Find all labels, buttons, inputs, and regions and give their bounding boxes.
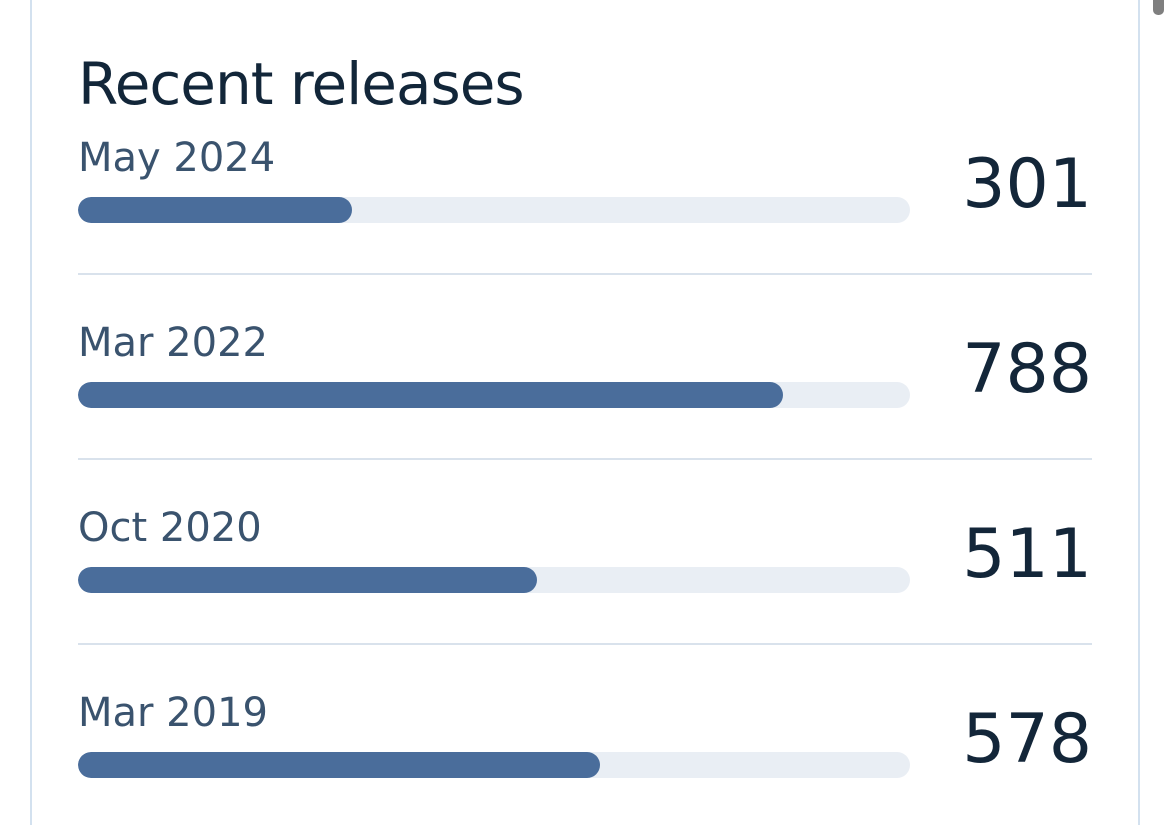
- progress-bar-track: [78, 381, 910, 408]
- scrollbar-thumb[interactable]: [1153, 0, 1164, 15]
- release-count: 301: [962, 145, 1092, 225]
- progress-bar-fill: [78, 381, 783, 408]
- card-title: Recent releases: [78, 50, 525, 118]
- progress-bar-track: [78, 566, 910, 593]
- release-date-label: Mar 2022: [78, 319, 268, 366]
- vertical-scrollbar[interactable]: [1153, 0, 1170, 825]
- release-date-label: Mar 2019: [78, 689, 268, 736]
- release-date-label: Oct 2020: [78, 504, 262, 551]
- release-date-label: May 2024: [78, 134, 276, 181]
- release-row-mar-2022: Mar 2022 788: [78, 275, 1092, 460]
- bar-column: May 2024: [78, 134, 910, 223]
- progress-bar-track: [78, 196, 910, 223]
- bar-column: Oct 2020: [78, 504, 910, 593]
- release-count: 578: [962, 700, 1092, 780]
- release-row-mar-2019: Mar 2019 578: [78, 645, 1092, 825]
- release-row-may-2024: May 2024 301: [78, 126, 1092, 275]
- progress-bar-fill: [78, 751, 600, 778]
- progress-bar-fill: [78, 566, 538, 593]
- release-row-oct-2020: Oct 2020 511: [78, 460, 1092, 645]
- bar-column: Mar 2022: [78, 319, 910, 408]
- progress-bar-fill: [78, 196, 352, 223]
- release-count: 511: [962, 515, 1092, 595]
- recent-releases-card: Recent releases May 2024 301 Mar 2022 78…: [30, 0, 1140, 825]
- bar-column: Mar 2019: [78, 689, 910, 778]
- release-count: 788: [962, 330, 1092, 410]
- progress-bar-track: [78, 751, 910, 778]
